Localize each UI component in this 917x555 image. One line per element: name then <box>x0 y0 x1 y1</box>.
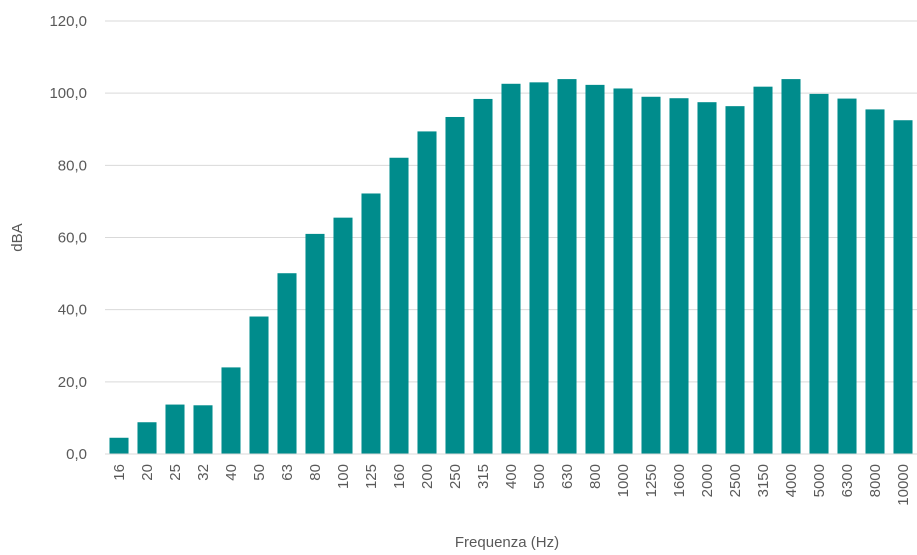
bars <box>109 79 913 455</box>
x-tick-label: 2000 <box>699 464 716 497</box>
x-tick-label: 200 <box>419 464 436 489</box>
x-tick-label: 125 <box>363 464 380 489</box>
bar-6300 <box>837 98 857 455</box>
x-tick-label: 80 <box>307 464 324 481</box>
x-tick-label: 2500 <box>727 464 744 497</box>
bar-250 <box>445 116 465 455</box>
bar-200 <box>417 131 437 455</box>
x-tick-label: 4000 <box>783 464 800 497</box>
x-tick-label: 1250 <box>643 464 660 497</box>
bar-25 <box>165 404 185 454</box>
bar-8000 <box>865 109 885 454</box>
y-tick-label: 60,0 <box>58 230 87 247</box>
bar-630 <box>557 79 577 454</box>
bar-1000 <box>613 88 633 454</box>
y-tick-label: 0,0 <box>66 446 87 463</box>
x-tick-label: 6300 <box>839 464 856 497</box>
x-tick-label: 1600 <box>671 464 688 497</box>
bar-63 <box>277 273 297 454</box>
x-tick-label: 400 <box>503 464 520 489</box>
bar-32 <box>193 405 213 454</box>
bar-4000 <box>781 79 801 454</box>
bar-315 <box>473 98 493 454</box>
bar-1250 <box>641 96 661 455</box>
bar-20 <box>137 422 157 454</box>
bar-800 <box>585 84 605 455</box>
x-tick-label: 8000 <box>867 464 884 497</box>
x-tick-label: 20 <box>139 464 156 481</box>
y-tick-label: 120,0 <box>49 13 87 30</box>
y-axis-title: dBA <box>9 223 26 251</box>
y-tick-label: 100,0 <box>49 85 87 102</box>
x-tick-label: 63 <box>279 464 296 481</box>
x-tick-label: 1000 <box>615 464 632 497</box>
x-tick-label: 10000 <box>895 464 912 506</box>
y-tick-labels: 0,0 20,0 40,0 60,0 80,0 100,0 120,0 <box>49 13 87 463</box>
bar-2500 <box>725 106 745 454</box>
bar-100 <box>333 217 353 454</box>
y-tick-label: 40,0 <box>58 302 87 319</box>
x-tick-label: 3150 <box>755 464 772 497</box>
bar-10000 <box>893 120 913 455</box>
x-tick-labels: 16 20 25 32 40 50 63 80 100 125 160 200 250 315 400 500… <box>111 464 912 506</box>
x-tick-label: 100 <box>335 464 352 489</box>
x-tick-label: 32 <box>195 464 212 481</box>
bar-500 <box>529 82 549 454</box>
x-tick-label: 50 <box>251 464 268 481</box>
bar-5000 <box>809 93 829 454</box>
x-tick-label: 40 <box>223 464 240 481</box>
x-tick-label: 315 <box>475 464 492 489</box>
x-tick-label: 5000 <box>811 464 828 497</box>
bar-400 <box>501 83 521 454</box>
y-tick-label: 20,0 <box>58 374 87 391</box>
x-axis-title: Frequenza (Hz) <box>455 534 559 551</box>
x-tick-label: 160 <box>391 464 408 489</box>
x-tick-label: 250 <box>447 464 464 489</box>
x-tick-label: 800 <box>587 464 604 489</box>
bar-125 <box>361 193 381 454</box>
bar-40 <box>221 367 241 454</box>
x-tick-label: 630 <box>559 464 576 489</box>
bar-1600 <box>669 98 689 455</box>
bar-3150 <box>753 86 773 455</box>
x-tick-label: 16 <box>111 464 128 481</box>
y-tick-label: 80,0 <box>58 157 87 174</box>
bar-80 <box>305 233 325 454</box>
x-tick-label: 500 <box>531 464 548 489</box>
bar-2000 <box>697 102 717 454</box>
bar-16 <box>109 437 129 454</box>
x-tick-label: 25 <box>167 464 184 481</box>
bar-50 <box>249 316 269 454</box>
bar-160 <box>389 157 409 454</box>
